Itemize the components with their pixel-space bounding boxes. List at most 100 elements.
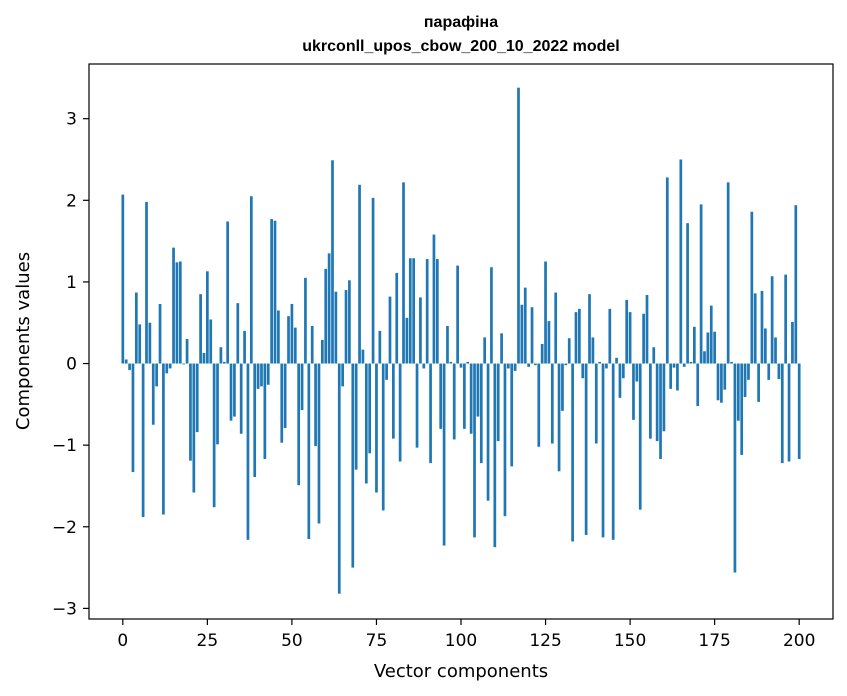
bar xyxy=(280,363,284,443)
bar xyxy=(547,321,551,364)
bar xyxy=(601,363,605,538)
bar xyxy=(270,219,273,364)
bar xyxy=(371,197,375,364)
y-tick-label: −1 xyxy=(52,436,77,456)
bar xyxy=(162,363,165,515)
x-tick-label: 125 xyxy=(529,631,561,651)
bar xyxy=(561,363,564,411)
bar xyxy=(571,363,574,542)
bar xyxy=(334,291,338,364)
bar xyxy=(652,347,656,364)
bar xyxy=(435,259,439,364)
y-axis-ticks: −3 −2 −1 0 1 2 3 xyxy=(52,110,89,619)
bar xyxy=(134,292,138,364)
bar xyxy=(716,363,720,401)
bar xyxy=(527,363,530,367)
bar xyxy=(128,363,131,371)
bar xyxy=(473,363,476,538)
bar xyxy=(439,363,443,429)
bar xyxy=(486,363,490,501)
bar xyxy=(459,363,463,368)
bar xyxy=(784,274,788,364)
bar xyxy=(736,363,740,421)
x-axis-label: Vector components xyxy=(374,661,548,682)
chart-subtitle: ukrconll_upos_cbow_200_10_2022 model xyxy=(302,38,619,55)
bar xyxy=(540,343,544,364)
bar xyxy=(686,223,689,364)
bar xyxy=(483,337,487,364)
bar xyxy=(168,363,172,369)
bar xyxy=(611,363,615,540)
bar xyxy=(767,363,771,380)
bar xyxy=(503,363,507,517)
bar xyxy=(780,363,784,464)
bar xyxy=(578,308,581,364)
bar xyxy=(351,363,355,568)
bar xyxy=(415,363,419,448)
bar xyxy=(297,363,301,486)
bar xyxy=(537,363,541,447)
bar xyxy=(317,363,321,524)
bar xyxy=(206,271,209,364)
bar xyxy=(544,261,547,364)
bar xyxy=(659,363,662,460)
bar xyxy=(760,290,764,364)
bar xyxy=(777,363,781,380)
bar xyxy=(740,363,744,455)
bar xyxy=(588,294,591,364)
bar xyxy=(770,276,774,364)
bar xyxy=(550,363,554,444)
bar xyxy=(412,258,416,364)
bar xyxy=(408,258,412,364)
bar xyxy=(337,363,341,594)
bar xyxy=(263,363,267,460)
bar xyxy=(131,363,135,473)
y-tick-label: 0 xyxy=(66,355,77,375)
bar xyxy=(402,182,405,364)
x-tick-label: 175 xyxy=(698,631,730,651)
bar xyxy=(452,363,456,440)
bar xyxy=(155,363,158,387)
bar xyxy=(554,292,558,364)
bar xyxy=(449,361,453,364)
bar xyxy=(364,363,368,484)
bar xyxy=(513,363,517,371)
bar xyxy=(314,363,317,446)
bar xyxy=(510,363,514,467)
bar xyxy=(243,330,246,364)
bar xyxy=(581,363,585,379)
bar xyxy=(733,363,737,573)
bar xyxy=(290,303,294,364)
bar xyxy=(794,205,798,364)
y-axis-label: Components values xyxy=(13,252,34,430)
bar xyxy=(310,325,314,364)
bar xyxy=(216,363,219,445)
y-tick-label: 1 xyxy=(66,273,77,293)
bar xyxy=(703,351,706,364)
bar xyxy=(446,325,449,364)
bar xyxy=(479,363,483,464)
bar xyxy=(743,363,747,397)
bar xyxy=(229,363,233,421)
bar xyxy=(709,305,713,364)
bar xyxy=(195,363,199,433)
bar xyxy=(124,359,128,364)
bar xyxy=(797,363,801,460)
bar xyxy=(557,363,561,472)
bar xyxy=(392,363,395,439)
bar xyxy=(517,87,520,364)
bar xyxy=(635,363,639,382)
bar xyxy=(378,330,382,364)
bar xyxy=(185,339,189,364)
bar xyxy=(520,304,524,364)
bar xyxy=(523,287,527,364)
bar xyxy=(730,361,733,364)
bar xyxy=(266,363,270,385)
bar xyxy=(632,363,635,420)
bar xyxy=(273,220,277,364)
bar xyxy=(226,221,230,364)
bar xyxy=(432,234,436,364)
bar xyxy=(388,296,392,364)
x-axis-ticks: 0 25 50 75 100 125 150 175 200 xyxy=(117,619,815,651)
bar xyxy=(260,363,263,387)
